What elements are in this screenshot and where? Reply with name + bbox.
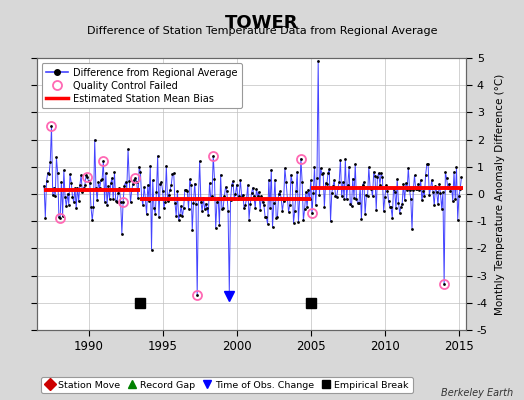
Y-axis label: Monthly Temperature Anomaly Difference (°C): Monthly Temperature Anomaly Difference (… — [495, 73, 505, 315]
Text: TOWER: TOWER — [225, 14, 299, 32]
Text: Berkeley Earth: Berkeley Earth — [441, 388, 514, 398]
Legend: Station Move, Record Gap, Time of Obs. Change, Empirical Break: Station Move, Record Gap, Time of Obs. C… — [41, 377, 412, 393]
Text: Difference of Station Temperature Data from Regional Average: Difference of Station Temperature Data f… — [87, 26, 437, 36]
Legend: Difference from Regional Average, Quality Control Failed, Estimated Station Mean: Difference from Regional Average, Qualit… — [41, 63, 242, 108]
